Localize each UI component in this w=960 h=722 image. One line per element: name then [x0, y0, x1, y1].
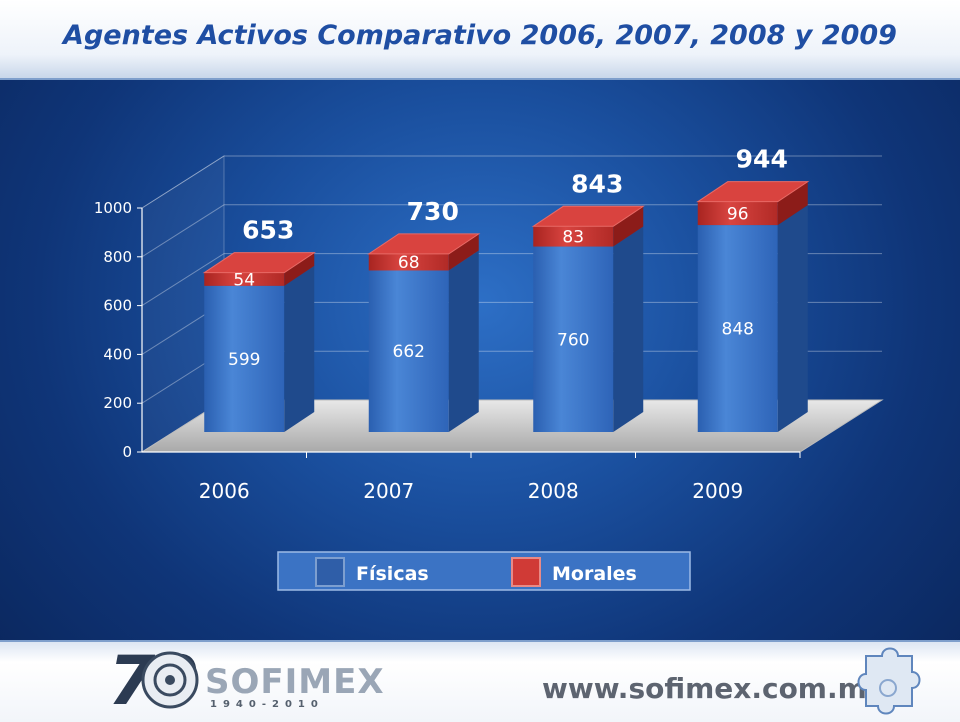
chart-legend: Físicas Morales	[277, 551, 691, 591]
bar-chart: 0 200 400 600 800 1000 599 54 653 2006 662 68 730 20…	[94, 145, 884, 591]
y-tick-label: 1000	[94, 199, 132, 217]
footer-url-link[interactable]: www.sofimex.com.mx	[542, 672, 885, 705]
page-title: Agentes Activos Comparativo 2006, 2007, …	[63, 20, 897, 51]
bar-morales-front	[533, 226, 614, 247]
data-label-fisicas: 599	[228, 350, 260, 370]
legend-swatch-morales	[511, 557, 541, 587]
data-label-total: 653	[242, 216, 294, 245]
bar-fisicas-front	[204, 285, 285, 432]
logo-years: 1940-2010	[210, 699, 324, 710]
bar-fisicas-side	[613, 226, 644, 432]
x-category-label: 2006	[199, 479, 250, 503]
bar-morales-front	[697, 201, 778, 226]
bar-morales-front	[368, 253, 449, 271]
x-category-label: 2007	[363, 479, 414, 503]
legend-swatch-fisicas	[315, 557, 345, 587]
chart-axis: 0 200 400 600 800 1000	[94, 199, 801, 461]
bar-fisicas-front	[533, 246, 614, 432]
y-tick-label: 600	[103, 297, 132, 315]
y-tick-label: 200	[103, 394, 132, 412]
bar-morales-top	[531, 205, 645, 227]
bar-morales-top	[202, 252, 316, 274]
data-label-morales: 83	[562, 227, 584, 247]
legend-label-morales: Morales	[552, 563, 637, 585]
bar-fisicas-side	[284, 265, 315, 432]
data-label-fisicas: 848	[722, 320, 754, 340]
x-category-label: 2009	[692, 479, 743, 503]
data-label-fisicas: 760	[557, 330, 589, 350]
y-tick-label: 800	[103, 248, 132, 266]
y-tick-label: 0	[122, 443, 132, 461]
chart-bars	[202, 181, 810, 432]
gridline	[141, 155, 882, 209]
data-label-total: 730	[407, 197, 459, 226]
legend-label-fisicas: Físicas	[356, 563, 429, 585]
data-label-morales: 54	[233, 270, 255, 290]
gridline	[141, 253, 882, 307]
bar-morales-front	[204, 272, 285, 286]
legend-box	[277, 551, 691, 591]
bar-morales-side	[448, 233, 479, 271]
data-label-total: 944	[736, 145, 788, 174]
logo-company-name: SOFIMEX	[205, 662, 385, 702]
data-label-fisicas: 662	[393, 342, 425, 362]
title-bar: Agentes Activos Comparativo 2006, 2007, …	[0, 0, 960, 80]
bar-morales-top	[367, 233, 481, 255]
x-category-label: 2008	[528, 479, 579, 503]
data-label-total: 843	[571, 169, 623, 198]
bar-morales-side	[777, 181, 808, 226]
bar-fisicas-front	[368, 270, 449, 432]
bar-morales-side	[613, 206, 644, 247]
bar-fisicas-front	[697, 225, 778, 432]
y-tick-label: 400	[103, 345, 132, 363]
gridline	[141, 204, 882, 258]
data-label-morales: 68	[398, 253, 420, 273]
bar-fisicas-side	[448, 250, 479, 432]
logo-anniversary-number: 70	[108, 642, 199, 721]
bar-fisicas-side	[777, 205, 808, 432]
bar-morales-side	[284, 252, 315, 286]
chart-labels: 599 54 653 2006 662 68 730 2007 760 83 843 2008 848 9…	[199, 145, 788, 503]
data-label-morales: 96	[727, 204, 749, 224]
bar-morales-top	[696, 181, 810, 203]
